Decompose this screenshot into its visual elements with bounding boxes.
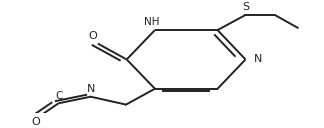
Text: C: C xyxy=(55,91,62,101)
Text: N: N xyxy=(254,54,262,64)
Text: O: O xyxy=(88,31,97,41)
Text: N: N xyxy=(87,84,96,94)
Text: S: S xyxy=(242,2,249,12)
Text: NH: NH xyxy=(144,17,159,27)
Text: O: O xyxy=(32,117,40,127)
